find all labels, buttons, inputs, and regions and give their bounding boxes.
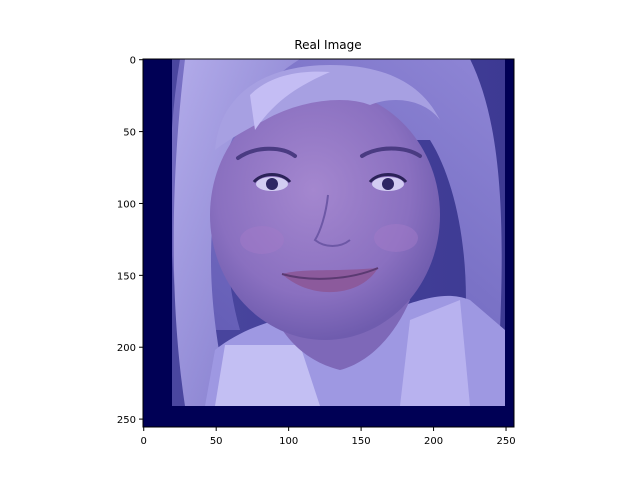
real-image [143,59,514,427]
right-eyebrow [360,146,422,158]
bottom-dark-strip [143,406,514,427]
right-iris [382,178,394,190]
right-cheek [374,224,418,252]
y-tick-label: 250 [117,415,136,426]
left-iris [266,178,278,190]
x-tick-label: 250 [496,436,515,447]
collar-right [400,300,470,406]
x-tick-label: 0 [141,436,147,447]
collar-left [215,345,320,406]
hair-left [173,59,300,406]
left-eyelid [252,173,292,184]
chart-title: Real Image [294,38,361,52]
y-axis: 0 50 100 150 200 250 [117,56,143,426]
x-tick-label: 100 [279,436,298,447]
y-tick-label: 0 [130,56,136,67]
mouth-line [281,267,379,280]
x-tick-label: 50 [210,436,223,447]
y-tick-label: 150 [117,271,136,282]
x-tick-label: 150 [352,436,371,447]
y-tick-label: 50 [123,128,136,139]
axes-frame [142,58,515,428]
nose [313,194,351,247]
left-dark-strip [143,59,172,427]
mouth [282,268,378,293]
right-eyelid [368,173,408,184]
hair-part [250,71,330,130]
y-tick-label: 200 [117,343,136,354]
left-cheek [240,226,284,254]
left-eyebrow [236,146,297,160]
x-axis: 0 50 100 150 200 250 [141,427,516,447]
y-tick-label: 100 [117,199,136,210]
right-dark-strip [505,59,514,427]
x-tick-label: 200 [424,436,443,447]
